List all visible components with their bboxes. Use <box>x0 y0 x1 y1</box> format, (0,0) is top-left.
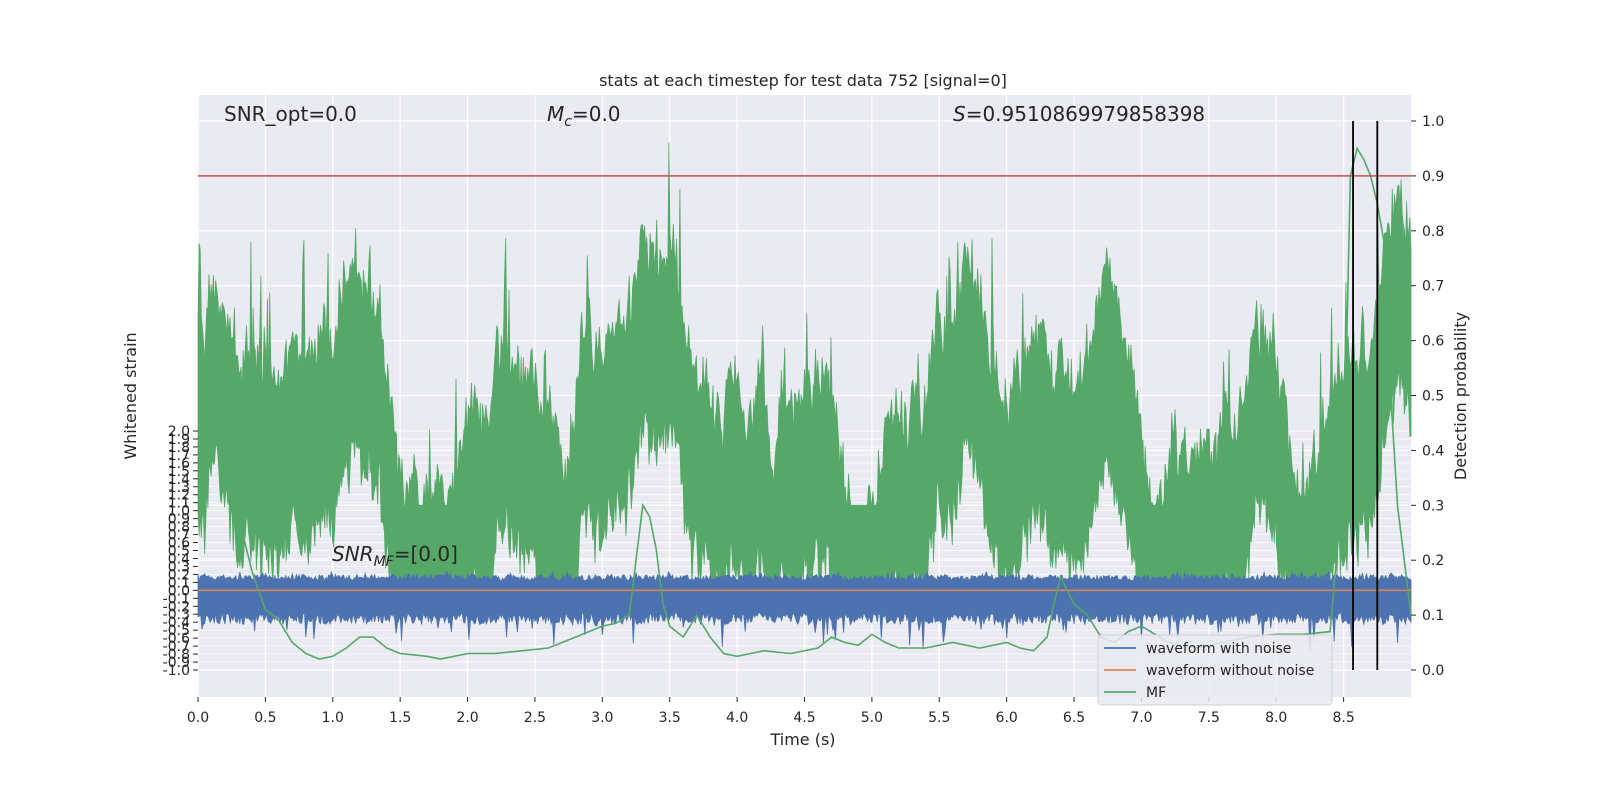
annotation-mc: Mc=0.0 <box>547 102 621 130</box>
x-tick-label-16: 8.0 <box>1265 710 1287 726</box>
annotation-snr-mf: SNRMF=[0.0] <box>332 542 458 570</box>
series-waveform-with-noise <box>197 570 1412 652</box>
y-left-tick-label-26: 1.6 <box>168 456 190 472</box>
y-right-tick-label-10: 1.0 <box>1422 114 1444 130</box>
y-right-tick-label-4: 0.4 <box>1422 443 1444 459</box>
annotation-s: S=0.9510869979858398 <box>953 102 1205 126</box>
y-left-tick-label-13: 0.3 <box>168 559 190 575</box>
y-left-tick-label-11: 0.1 <box>168 575 190 591</box>
y-left-tick-label-0: -1.0 <box>163 663 190 679</box>
y-axis-left: -1.0-0.9-0.8-0.7-0.6-0.5-0.4-0.3-0.2-0.1… <box>163 424 198 679</box>
y-left-tick-label-20: 1.0 <box>168 504 190 520</box>
y-left-tick-label-29: 1.9 <box>168 432 190 448</box>
y-right-tick-label-8: 0.8 <box>1422 224 1444 240</box>
x-tick-label-7: 3.5 <box>659 710 681 726</box>
marker-lines <box>1352 121 1379 670</box>
y-left-tick-label-8: -0.2 <box>163 599 190 615</box>
y-left-tick-label-2: -0.8 <box>163 647 190 663</box>
y-left-tick-label-24: 1.4 <box>168 472 190 488</box>
y-left-tick-label-15: 0.5 <box>168 544 190 560</box>
y-left-tick-label-19: 0.9 <box>168 512 190 528</box>
y-left-tick-label-12: 0.2 <box>168 567 190 583</box>
x-tick-label-13: 6.5 <box>1063 710 1085 726</box>
y-axis-right-label: Detection probability <box>1451 312 1470 480</box>
x-tick-label-5: 2.5 <box>524 710 546 726</box>
legend-box <box>1097 634 1333 706</box>
x-tick-label-3: 1.5 <box>389 710 411 726</box>
y-axis-right: 0.0 0.1 0.2 0.3 0.4 0.5 0.6 0.7 0.8 0.9 1.0 <box>1411 114 1444 679</box>
x-tick-label-2: 1.0 <box>322 710 344 726</box>
legend-label-mf: MF <box>1146 685 1166 701</box>
annotation-snr-opt: SNR_opt=0.0 <box>224 102 357 126</box>
y-right-tick-label-7: 0.7 <box>1422 279 1444 295</box>
y-left-tick-label-5: -0.5 <box>163 623 190 639</box>
x-tick-label-0: 0.0 <box>187 710 209 726</box>
y-left-tick-label-3: -0.7 <box>163 639 190 655</box>
y-left-tick-label-21: 1.1 <box>168 496 190 512</box>
y-left-tick-label-18: 0.8 <box>168 520 190 536</box>
x-tick-label-9: 4.5 <box>793 710 815 726</box>
y-left-tick-label-1: -0.9 <box>163 655 190 671</box>
y-left-tick-label-10: 0.0 <box>168 583 190 599</box>
y-left-tick-label-27: 1.7 <box>168 448 190 464</box>
x-tick-label-11: 5.5 <box>928 710 950 726</box>
y-right-tick-label-0: 0.0 <box>1422 663 1444 679</box>
y-left-tick-label-6: -0.4 <box>163 615 190 631</box>
y-left-tick-label-7: -0.3 <box>163 607 190 623</box>
x-tick-label-6: 3.0 <box>591 710 613 726</box>
y-right-tick-label-5: 0.5 <box>1422 389 1444 405</box>
y-left-tick-label-30: 2.0 <box>168 424 190 440</box>
x-tick-label-12: 6.0 <box>996 710 1018 726</box>
y-left-tick-label-28: 1.8 <box>168 440 190 456</box>
x-tick-label-14: 7.0 <box>1130 710 1152 726</box>
x-tick-label-17: 8.5 <box>1332 710 1354 726</box>
x-tick-label-4: 2.0 <box>456 710 478 726</box>
x-tick-label-10: 5.0 <box>861 710 883 726</box>
y-right-tick-label-9: 0.9 <box>1422 169 1444 185</box>
chart-title: stats at each timestep for test data 752… <box>599 71 1007 90</box>
x-tick-label-1: 0.5 <box>254 710 276 726</box>
y-right-tick-label-6: 0.6 <box>1422 334 1444 350</box>
noise-band-shape <box>197 570 1412 652</box>
y-left-tick-label-9: -0.1 <box>163 591 190 607</box>
legend-label-noise: waveform with noise <box>1146 641 1291 657</box>
y-left-tick-label-16: 0.6 <box>168 536 190 552</box>
legend-label-clean: waveform without noise <box>1146 663 1314 679</box>
x-tick-label-8: 4.0 <box>726 710 748 726</box>
y-right-tick-label-3: 0.3 <box>1422 498 1444 514</box>
x-axis: 0.0 0.5 1.0 1.5 2.0 2.5 3.0 3.5 4.0 4.5 5.0 5.5 6.0 6… <box>187 697 1355 726</box>
y-left-tick-label-22: 1.2 <box>168 488 190 504</box>
mf-noise-band-shape <box>197 142 1412 588</box>
y-right-tick-label-1: 0.1 <box>1422 608 1444 624</box>
y-right-tick-label-2: 0.2 <box>1422 553 1444 569</box>
x-tick-label-15: 7.5 <box>1198 710 1220 726</box>
y-left-tick-label-4: -0.6 <box>163 631 190 647</box>
mf-noise-band <box>197 142 1412 588</box>
legend: waveform with noise waveform without noi… <box>1097 634 1333 706</box>
y-axis-left-label: Whitened strain <box>121 332 140 459</box>
y-left-tick-label-14: 0.4 <box>168 551 190 567</box>
y-left-tick-label-17: 0.7 <box>168 528 190 544</box>
y-left-tick-label-25: 1.5 <box>168 464 190 480</box>
y-left-tick-label-23: 1.3 <box>168 480 190 496</box>
x-axis-label: Time (s) <box>769 730 835 749</box>
